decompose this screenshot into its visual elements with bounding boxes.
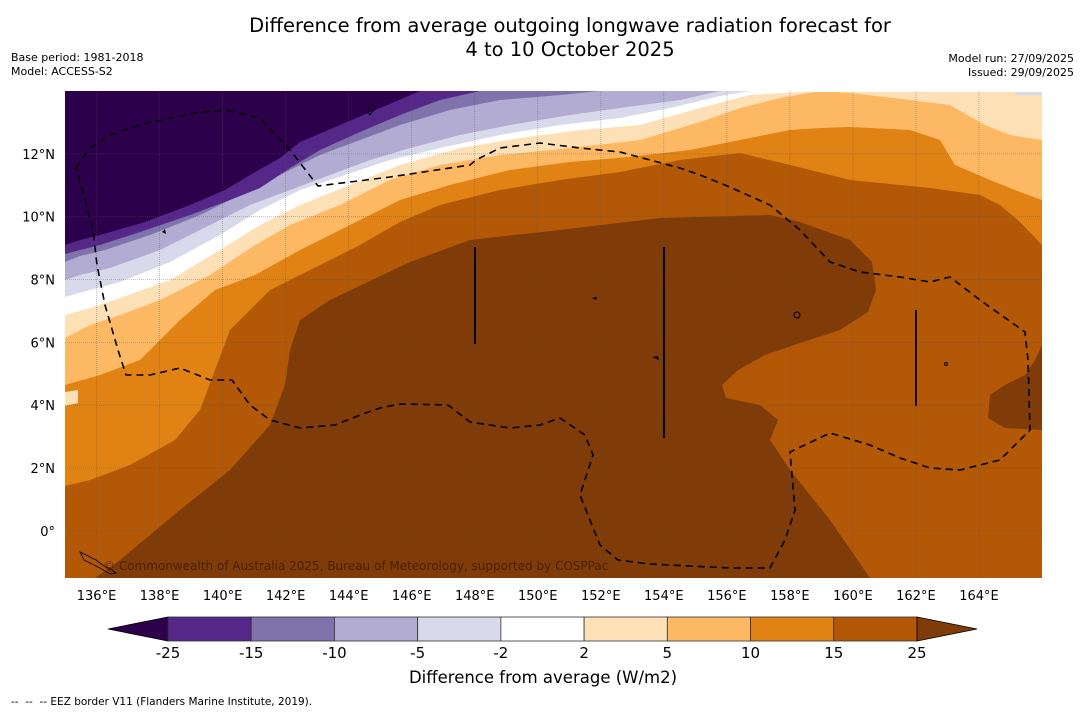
- longitude-tick-label: 162°E: [896, 589, 936, 604]
- colorbar-segment: [583, 616, 668, 642]
- colorbar-segment: [500, 616, 585, 642]
- longitude-tick-label: 136°E: [77, 589, 117, 604]
- eez-border-line: [75, 110, 1031, 569]
- longitude-tick-labels: 136°E 138°E 140°E 142°E 144°E 146°E 148°E 150°E…: [77, 589, 999, 604]
- chart-title: Difference from average outgoing longwav…: [0, 14, 1085, 62]
- island-outline: [592, 297, 597, 300]
- contour-2-5-west-pocket: [65, 390, 78, 406]
- colorbar: [107, 616, 978, 642]
- longitude-tick-label: 156°E: [707, 589, 747, 604]
- colorbar-tick-label: 25: [907, 644, 927, 662]
- island-outline: [793, 311, 801, 319]
- colorbar-segment: [334, 616, 419, 642]
- colorbar-tick-label: -10: [322, 644, 347, 662]
- colorbar-under-extension: [107, 616, 169, 642]
- meta-right: Model run: 27/09/2025 Issued: 29/09/2025: [948, 52, 1074, 80]
- latitude-tick-label: 0°: [40, 525, 55, 540]
- longitude-tick-label: 142°E: [266, 589, 306, 604]
- latitude-tick-label: 4°N: [31, 399, 56, 414]
- colorbar-tick-label: -5: [410, 644, 426, 662]
- colorbar-tick-label: -2: [493, 644, 509, 662]
- island-outline: [367, 102, 377, 116]
- graticule: [65, 91, 1042, 578]
- eez-legend-footnote: -- -- -- EEZ border V11 (Flanders Marine…: [11, 696, 313, 708]
- eez-border: [75, 110, 1031, 569]
- title-line-2: 4 to 10 October 2025: [465, 38, 675, 61]
- colorbar-tick-label: 2: [579, 644, 589, 662]
- colorbar-segment: [666, 616, 751, 642]
- longitude-tick-label: 154°E: [644, 589, 684, 604]
- latitude-tick-label: 12°N: [22, 148, 55, 163]
- colorbar-segment: [750, 616, 835, 642]
- latitude-tick-label: 6°N: [31, 336, 56, 351]
- longitude-tick-label: 152°E: [581, 589, 621, 604]
- colorbar-segment: [833, 616, 918, 642]
- island-outline: [944, 362, 948, 366]
- longitude-tick-label: 140°E: [203, 589, 243, 604]
- contour-under-25: [65, 91, 420, 245]
- contour-over-25-east: [988, 345, 1042, 430]
- colorbar-title: Difference from average (W/m2): [408, 668, 678, 687]
- colorbar-tick-label: 10: [741, 644, 761, 662]
- colorbar-segment: [250, 616, 335, 642]
- island-outline: [79, 551, 117, 575]
- colorbar-segment: [417, 616, 502, 642]
- model-run: Model run: 27/09/2025: [948, 52, 1074, 65]
- colorbar-tick-label: -15: [238, 644, 264, 662]
- latitude-tick-labels: 12°N 10°N 8°N 6°N 4°N 2°N 0°: [22, 148, 55, 540]
- longitude-tick-label: 138°E: [140, 589, 180, 604]
- island-outline: [652, 356, 659, 360]
- longitude-tick-label: 144°E: [329, 589, 369, 604]
- contour-neg-2-5-ne: [1015, 92, 1042, 95]
- model-name: Model: ACCESS-S2: [11, 65, 113, 78]
- issued-date: Issued: 29/09/2025: [967, 66, 1074, 79]
- colorbar-over-extension: [916, 616, 978, 642]
- colorbar-tick-label: 15: [824, 644, 844, 662]
- colorbar-segment: [167, 616, 252, 642]
- olr-anomaly-field: [65, 91, 1042, 578]
- meta-left: Base period: 1981-2018 Model: ACCESS-S2: [11, 51, 143, 79]
- colorbar-tick-label: -25: [155, 644, 181, 662]
- title-line-1: Difference from average outgoing longwav…: [249, 14, 891, 37]
- longitude-tick-label: 158°E: [770, 589, 810, 604]
- latitude-tick-label: 10°N: [22, 211, 55, 226]
- longitude-tick-label: 160°E: [833, 589, 873, 604]
- latitude-tick-label: 2°N: [31, 462, 56, 477]
- longitude-tick-label: 146°E: [392, 589, 432, 604]
- copyright-text: © Commonwealth of Australia 2025, Bureau…: [103, 559, 608, 573]
- latitude-tick-label: 8°N: [31, 274, 56, 289]
- longitude-tick-label: 164°E: [959, 589, 999, 604]
- longitude-tick-label: 148°E: [455, 589, 495, 604]
- island-outline: [162, 229, 166, 234]
- colorbar-tick-label: 5: [662, 644, 673, 662]
- boundary-segments: [79, 102, 948, 575]
- longitude-tick-label: 150°E: [518, 589, 558, 604]
- base-period: Base period: 1981-2018: [11, 51, 144, 64]
